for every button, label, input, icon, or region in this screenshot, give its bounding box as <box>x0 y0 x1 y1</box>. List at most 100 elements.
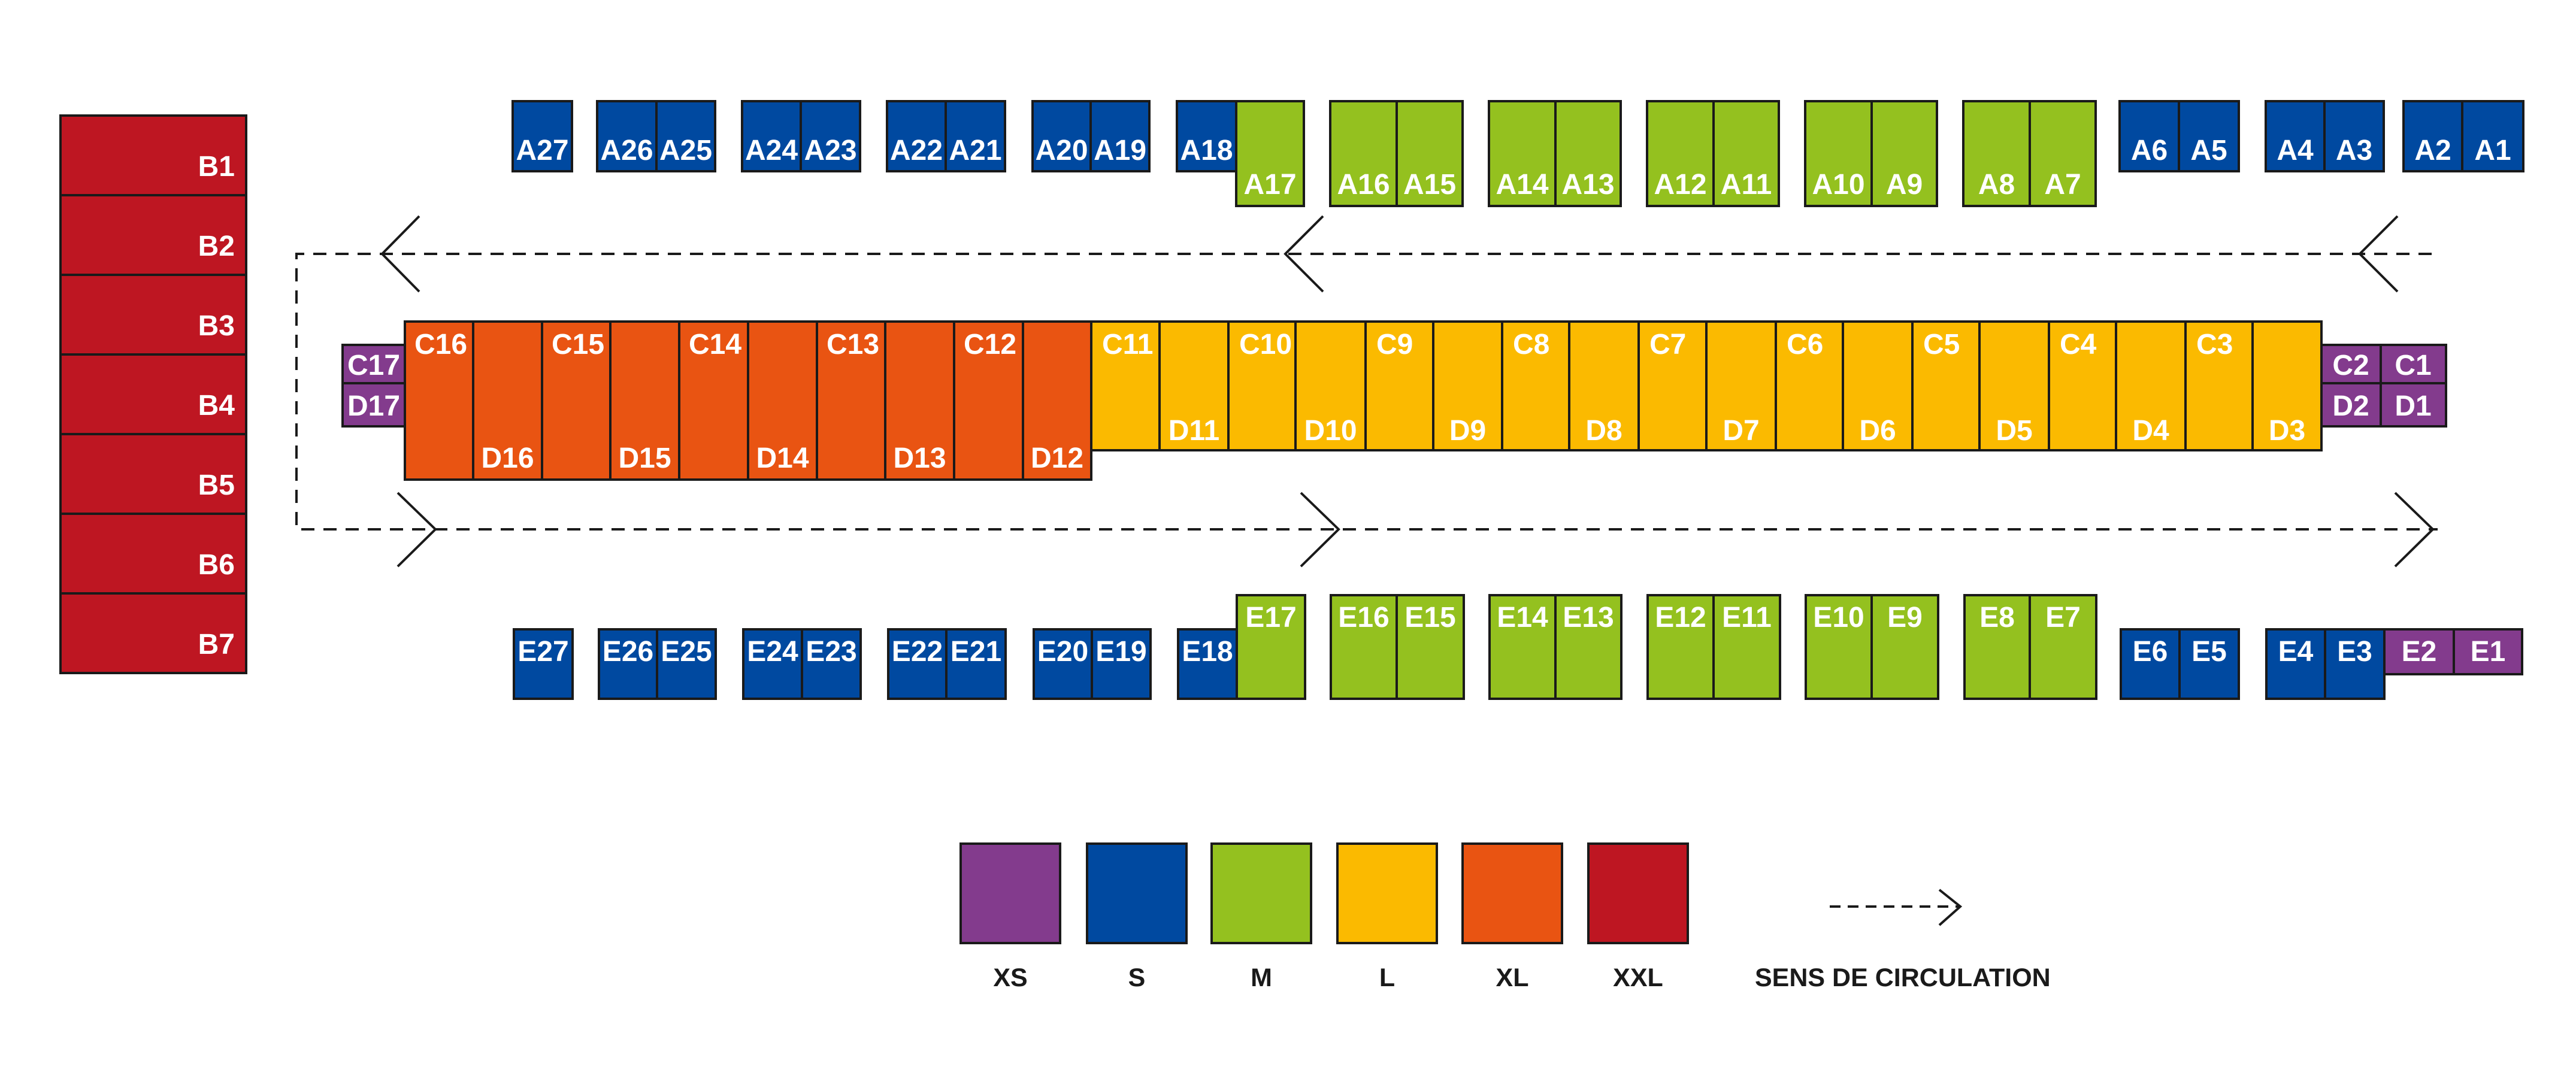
unit-label-a24: A24 <box>745 135 798 166</box>
unit-d2[interactable] <box>2320 382 2382 428</box>
unit-c9[interactable] <box>1364 320 1434 451</box>
unit-a24[interactable] <box>741 100 802 172</box>
unit-a17[interactable] <box>1235 100 1305 207</box>
unit-d10[interactable] <box>1294 320 1367 451</box>
unit-label-a19: A19 <box>1094 135 1146 166</box>
unit-a8[interactable] <box>1962 100 2031 207</box>
unit-a11[interactable] <box>1712 100 1780 207</box>
unit-c12[interactable] <box>953 320 1024 481</box>
unit-e19[interactable] <box>1091 628 1152 700</box>
unit-e6[interactable] <box>2120 628 2181 700</box>
unit-a19[interactable] <box>1089 100 1151 172</box>
unit-d4[interactable] <box>2115 320 2187 451</box>
unit-a21[interactable] <box>945 100 1006 172</box>
unit-a22[interactable] <box>886 100 947 172</box>
direction-arrow-icon <box>2394 492 2435 568</box>
unit-b1[interactable] <box>59 114 247 196</box>
unit-b5[interactable] <box>59 433 247 515</box>
unit-c14[interactable] <box>678 320 749 481</box>
unit-b7[interactable] <box>59 592 247 674</box>
unit-e4[interactable] <box>2265 628 2326 700</box>
unit-d16[interactable] <box>472 320 543 481</box>
unit-c1[interactable] <box>2380 344 2447 384</box>
unit-c15[interactable] <box>541 320 612 481</box>
unit-a26[interactable] <box>596 100 658 172</box>
unit-label-c5: C5 <box>1923 329 1960 360</box>
unit-d5[interactable] <box>1978 320 2050 451</box>
unit-a12[interactable] <box>1646 100 1715 207</box>
unit-b3[interactable] <box>59 274 247 356</box>
unit-e27[interactable] <box>513 628 574 700</box>
unit-e7[interactable] <box>2029 594 2097 700</box>
unit-e11[interactable] <box>1712 594 1781 700</box>
unit-label-a17: A17 <box>1243 169 1296 201</box>
unit-label-e3: E3 <box>2337 636 2372 668</box>
unit-e21[interactable] <box>945 628 1007 700</box>
unit-c3[interactable] <box>2184 320 2254 451</box>
unit-d12[interactable] <box>1022 320 1092 481</box>
unit-a23[interactable] <box>800 100 861 172</box>
unit-label-e9: E9 <box>1887 602 1923 634</box>
unit-c13[interactable] <box>816 320 886 481</box>
unit-label-d17: D17 <box>347 390 400 422</box>
unit-label-a18: A18 <box>1180 135 1233 166</box>
legend-swatch-xs <box>959 842 1061 944</box>
unit-e16[interactable] <box>1330 594 1398 700</box>
unit-d7[interactable] <box>1705 320 1777 451</box>
unit-e9[interactable] <box>1870 594 1939 700</box>
unit-label-e15: E15 <box>1404 602 1455 634</box>
unit-e8[interactable] <box>1963 594 2031 700</box>
unit-a6[interactable] <box>2118 100 2180 172</box>
unit-a10[interactable] <box>1804 100 1873 207</box>
unit-a25[interactable] <box>655 100 716 172</box>
unit-a14[interactable] <box>1488 100 1557 207</box>
unit-label-c11: C11 <box>1102 329 1153 360</box>
unit-e2[interactable] <box>2383 628 2455 675</box>
unit-e18[interactable] <box>1177 628 1238 700</box>
unit-label-e23: E23 <box>806 636 856 668</box>
unit-e15[interactable] <box>1396 594 1465 700</box>
unit-e12[interactable] <box>1646 594 1715 700</box>
unit-d6[interactable] <box>1842 320 1914 451</box>
legend-swatch-m <box>1210 842 1312 944</box>
unit-e14[interactable] <box>1488 594 1557 700</box>
unit-c2[interactable] <box>2320 344 2382 384</box>
unit-e23[interactable] <box>801 628 862 700</box>
unit-d11[interactable] <box>1158 320 1230 451</box>
unit-d9[interactable] <box>1432 320 1503 451</box>
unit-e5[interactable] <box>2178 628 2240 700</box>
unit-e26[interactable] <box>598 628 658 700</box>
unit-b4[interactable] <box>59 353 247 435</box>
unit-a3[interactable] <box>2323 100 2385 172</box>
unit-label-e13: E13 <box>1563 602 1614 634</box>
unit-d8[interactable] <box>1568 320 1640 451</box>
unit-c5[interactable] <box>1911 320 1981 451</box>
unit-label-e21: E21 <box>951 636 1001 668</box>
unit-e17[interactable] <box>1236 594 1306 700</box>
unit-c16[interactable] <box>404 320 474 481</box>
unit-label-a21: A21 <box>949 135 1001 166</box>
unit-e25[interactable] <box>656 628 717 700</box>
unit-a5[interactable] <box>2178 100 2240 172</box>
unit-a13[interactable] <box>1554 100 1622 207</box>
unit-c7[interactable] <box>1637 320 1708 451</box>
unit-a27[interactable] <box>511 100 573 172</box>
unit-a1[interactable] <box>2461 100 2524 172</box>
unit-e3[interactable] <box>2324 628 2386 700</box>
unit-a4[interactable] <box>2265 100 2326 172</box>
unit-a15[interactable] <box>1396 100 1464 207</box>
unit-e1[interactable] <box>2453 628 2523 675</box>
direction-arrow-icon <box>380 215 420 293</box>
direction-arrow-icon <box>1284 215 1324 293</box>
unit-e22[interactable] <box>887 628 948 700</box>
unit-label-e5: E5 <box>2191 636 2227 668</box>
unit-b6[interactable] <box>59 513 247 595</box>
unit-a7[interactable] <box>2029 100 2097 207</box>
unit-e13[interactable] <box>1554 594 1623 700</box>
unit-a9[interactable] <box>1870 100 1938 207</box>
unit-c6[interactable] <box>1775 320 1844 451</box>
legend-arrow-icon <box>1938 889 1963 926</box>
unit-d3[interactable] <box>2251 320 2323 451</box>
unit-d1[interactable] <box>2380 382 2447 428</box>
